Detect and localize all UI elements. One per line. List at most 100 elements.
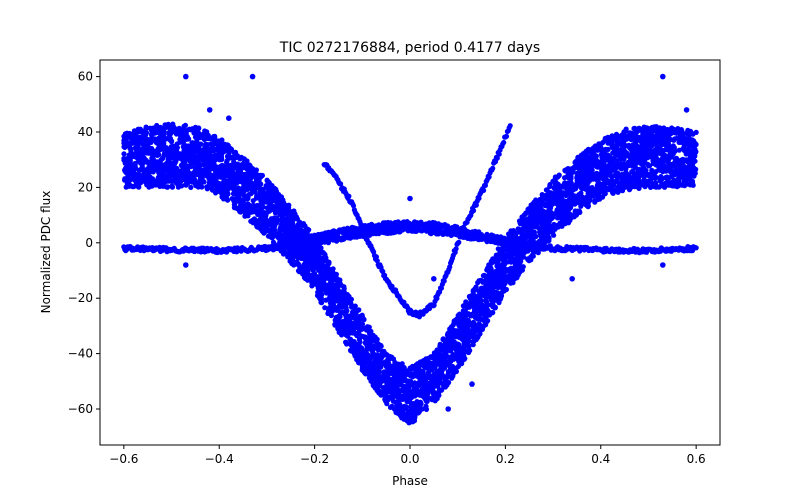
data-point-main xyxy=(415,381,421,387)
data-point-main xyxy=(377,382,383,388)
data-point-main xyxy=(133,171,139,177)
data-point-main xyxy=(582,174,588,180)
data-point-main xyxy=(207,148,214,154)
data-point-main xyxy=(343,305,349,311)
data-point-main xyxy=(432,379,438,385)
data-point-main xyxy=(627,161,633,167)
data-point-main xyxy=(282,216,288,222)
data-point-main xyxy=(288,209,295,215)
data-point-main xyxy=(242,213,248,219)
data-point-main xyxy=(192,134,199,140)
data-point-main xyxy=(603,179,609,185)
data-point-main xyxy=(343,339,349,345)
data-point-main xyxy=(288,231,294,238)
data-point-main xyxy=(126,174,132,180)
data-point-main xyxy=(465,311,471,317)
data-point-main xyxy=(263,197,269,203)
data-point-main xyxy=(461,314,467,320)
data-point-main xyxy=(622,184,628,190)
data-point-main xyxy=(434,357,440,363)
data-point-main xyxy=(351,326,357,332)
data-point-main xyxy=(642,142,648,149)
data-point-main xyxy=(410,365,416,371)
data-point-main xyxy=(160,169,166,175)
data-point-main xyxy=(423,398,429,404)
data-point-main xyxy=(157,180,163,186)
data-point-main xyxy=(605,152,611,158)
data-point-main xyxy=(641,148,647,155)
data-point-main xyxy=(382,385,388,391)
data-point-main xyxy=(526,216,532,222)
data-point-main xyxy=(620,134,627,140)
data-point-main xyxy=(453,346,459,352)
data-point-main xyxy=(263,183,269,189)
data-point-main xyxy=(649,139,655,145)
points-layer xyxy=(121,73,699,426)
data-point-main xyxy=(689,131,696,137)
data-point-main xyxy=(543,187,550,193)
data-point-main xyxy=(641,158,647,164)
data-point-main xyxy=(238,162,244,168)
data-point-main xyxy=(384,401,390,407)
data-point-main xyxy=(271,215,277,221)
data-point-main xyxy=(230,170,236,176)
data-point-main xyxy=(127,145,133,151)
data-point-main xyxy=(573,181,579,187)
data-point-main xyxy=(609,142,615,148)
data-point-main xyxy=(425,370,431,376)
data-point-main xyxy=(466,293,472,300)
data-point-main xyxy=(275,234,281,240)
data-point-main xyxy=(318,245,324,251)
data-point-main xyxy=(298,253,304,259)
data-point-main xyxy=(245,203,251,209)
data-point-main xyxy=(472,336,478,342)
data-point-main xyxy=(564,199,570,205)
data-point-main xyxy=(145,146,151,152)
data-point-main xyxy=(388,378,394,384)
data-point-main xyxy=(353,319,359,325)
data-point-main xyxy=(290,249,296,255)
data-point-main xyxy=(574,211,580,217)
data-point-main xyxy=(383,390,389,396)
data-point-main xyxy=(337,290,343,296)
data-point-main xyxy=(293,214,299,220)
data-point-main xyxy=(509,234,516,240)
data-point-main xyxy=(267,208,273,214)
data-point-main xyxy=(534,205,540,211)
data-point-main xyxy=(327,296,333,302)
data-point-main xyxy=(259,172,265,179)
data-point-main xyxy=(143,126,149,132)
data-point-main xyxy=(663,129,669,136)
data-point-main xyxy=(496,300,502,306)
data-point-main xyxy=(228,162,234,168)
data-point-main xyxy=(652,182,658,188)
data-point-main xyxy=(156,125,162,131)
data-point-main xyxy=(633,177,639,184)
data-point-main xyxy=(273,209,279,215)
data-point-main xyxy=(658,174,664,180)
data-point-main xyxy=(216,142,223,148)
data-point-main xyxy=(585,146,592,152)
data-point-main xyxy=(613,179,620,185)
data-point-main xyxy=(548,205,554,211)
data-point-main xyxy=(672,148,678,154)
data-point-main xyxy=(454,351,460,357)
data-point-main xyxy=(663,175,669,181)
data-point-main xyxy=(314,275,320,281)
data-point-main xyxy=(664,145,670,151)
data-point-main xyxy=(510,229,516,235)
data-point-main xyxy=(181,172,187,178)
data-point-main xyxy=(191,172,197,178)
data-point-main xyxy=(463,320,469,326)
data-point-main xyxy=(674,129,680,135)
data-point-main xyxy=(676,171,683,177)
data-point-main xyxy=(169,184,175,190)
data-point-main xyxy=(228,185,234,191)
data-point-main xyxy=(158,161,164,167)
data-point-main xyxy=(250,217,256,223)
data-point-main xyxy=(484,292,490,298)
data-point-main xyxy=(465,336,471,342)
data-point-main xyxy=(444,354,450,360)
data-point-main xyxy=(478,323,484,330)
data-point-main xyxy=(364,370,370,376)
